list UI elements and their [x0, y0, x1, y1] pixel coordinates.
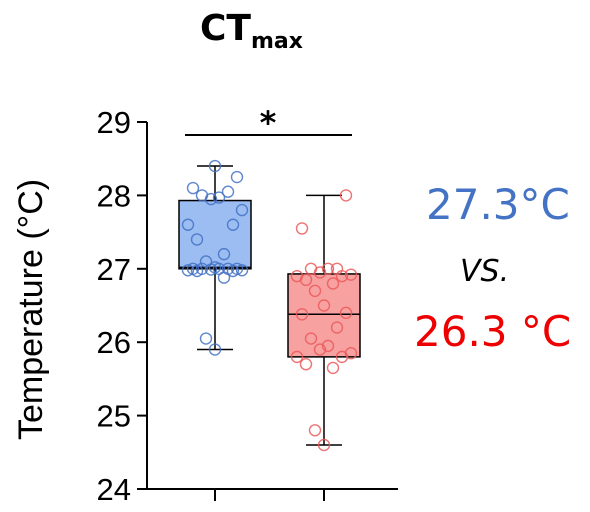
group1-mean-annotation: 27.3°C: [426, 180, 570, 229]
data-point: [235, 264, 249, 277]
data-point: [195, 189, 209, 202]
data-point: [290, 269, 304, 283]
data-point: [226, 218, 240, 231]
data-point: [199, 255, 213, 268]
data-point: [339, 189, 353, 202]
y-tick-label: 25: [97, 399, 131, 434]
data-point: [190, 233, 204, 246]
data-point: [208, 159, 222, 173]
data-point: [317, 438, 331, 452]
box-iqr: [287, 273, 361, 358]
data-point: [304, 332, 318, 345]
data-point: [235, 203, 249, 217]
y-tick-label: 24: [97, 472, 131, 507]
data-point: [221, 185, 235, 198]
y-tick-label: 29: [97, 105, 131, 140]
data-point: [186, 181, 200, 195]
data-point: [290, 350, 304, 364]
data-point: [326, 277, 340, 290]
data-point: [208, 261, 222, 274]
data-point: [304, 262, 318, 275]
y-tick-label: 28: [97, 178, 131, 213]
data-point: [186, 262, 200, 275]
group2-mean-annotation: 26.3 °C: [414, 307, 572, 356]
data-point: [308, 424, 322, 437]
data-point: [308, 284, 322, 298]
data-point: [321, 262, 335, 275]
chart-title-main: CT: [200, 8, 251, 49]
y-tick-label: 26: [97, 325, 131, 360]
significance-marker: *: [260, 104, 277, 142]
data-point: [326, 361, 340, 375]
data-point: [313, 343, 327, 356]
data-point: [330, 262, 344, 275]
data-point: [181, 264, 195, 277]
data-point: [195, 262, 209, 275]
data-point: [344, 268, 358, 281]
data-point: [217, 247, 231, 261]
data-point: [230, 262, 244, 275]
data-point: [208, 343, 222, 356]
data-point: [199, 332, 213, 345]
data-point: [212, 191, 226, 204]
box-iqr: [178, 199, 252, 270]
data-point: [295, 308, 309, 321]
data-point: [330, 321, 344, 334]
data-point: [230, 170, 244, 184]
y-tick-label: 27: [97, 252, 131, 287]
chart-title-subscript: max: [250, 29, 303, 54]
versus-label: VS.: [460, 254, 510, 289]
chart-title: CTmax: [200, 8, 303, 54]
data-point: [295, 222, 309, 235]
data-point: [299, 358, 313, 371]
data-point: [344, 347, 358, 360]
data-point: [221, 262, 235, 275]
data-point: [339, 306, 353, 320]
data-point: [181, 218, 195, 231]
data-point: [317, 299, 331, 312]
data-point: [321, 339, 335, 353]
